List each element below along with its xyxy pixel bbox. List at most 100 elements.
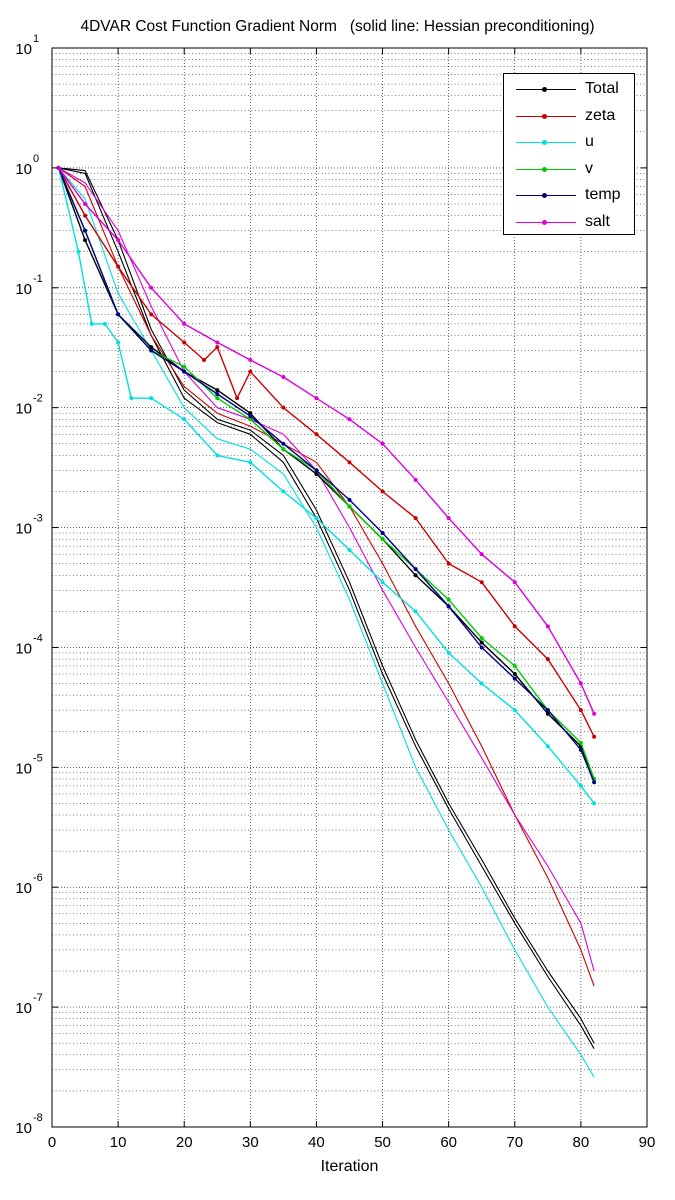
series-lines (56, 165, 597, 1078)
y-tick-base: 10 (15, 521, 32, 538)
data-point-temp (116, 312, 121, 317)
y-tick-base: 10 (15, 760, 32, 777)
data-point-u (545, 744, 550, 749)
data-point-temp (380, 531, 385, 536)
data-point-salt (248, 357, 253, 362)
x-tick-label: 80 (573, 1134, 590, 1151)
series-line-solid-7 (58, 167, 595, 1044)
legend-item-temp: temp (504, 182, 636, 208)
data-point-total (512, 672, 517, 677)
data-point-salt (545, 624, 550, 629)
data-point-v (512, 664, 517, 669)
data-point-zeta (215, 345, 220, 350)
data-point-total (545, 711, 550, 716)
series-line-zeta (57, 167, 595, 738)
data-point-u (248, 460, 253, 465)
y-tick-base: 10 (15, 1000, 32, 1017)
data-point-temp (512, 676, 517, 681)
y-tick-exponent: -4 (33, 632, 43, 644)
legend-label: zeta (585, 106, 616, 124)
y-tick-exponent: -5 (33, 752, 43, 764)
y-tick-base: 10 (15, 401, 32, 418)
legend-label: v (585, 159, 593, 177)
series-line-u (57, 167, 595, 804)
data-point-u (182, 417, 187, 422)
data-point-u (129, 396, 134, 401)
series-line-temp (57, 167, 595, 783)
y-tick-exponent: -1 (33, 273, 43, 285)
data-point-total (479, 640, 484, 645)
data-point-salt (83, 201, 88, 206)
y-tick-label: 10-7 (15, 992, 42, 1017)
data-point-zeta (413, 516, 418, 521)
data-point-temp (347, 497, 352, 502)
data-point-zeta (347, 460, 352, 465)
data-point-zeta (116, 264, 121, 269)
legend-swatch-marker (542, 166, 547, 172)
y-tick-exponent: 1 (33, 33, 39, 45)
y-tick-exponent: -8 (33, 1112, 43, 1124)
data-point-v (446, 597, 451, 602)
y-tick-label: 10-3 (15, 513, 42, 538)
y-tick-base: 10 (15, 640, 32, 657)
series-line-salt (58, 167, 595, 714)
legend-swatch-marker (542, 193, 547, 198)
series-line-solid-8 (58, 167, 595, 987)
data-point-salt (56, 165, 61, 170)
data-point-zeta (314, 432, 319, 437)
data-point-u (314, 516, 319, 521)
y-tick-exponent: -2 (33, 393, 43, 405)
y-tick-label: 10-5 (15, 752, 42, 777)
data-point-total (248, 411, 253, 416)
y-tick-base: 10 (15, 1120, 32, 1137)
data-point-v (281, 447, 286, 452)
series-line-solid-10 (58, 167, 595, 972)
data-point-total (83, 238, 88, 243)
data-point-temp (215, 392, 220, 397)
data-point-temp (446, 604, 451, 609)
legend-item-total: Total (504, 76, 636, 102)
x-tick-labels: 0 10 20 30 40 50 60 70 80 90 (48, 1134, 656, 1151)
data-point-v (380, 537, 385, 542)
data-point-temp (182, 369, 187, 374)
data-point-u (578, 783, 583, 788)
data-point-zeta (479, 580, 484, 585)
y-tick-base: 10 (15, 880, 32, 897)
data-point-total (413, 573, 418, 578)
legend: Total zeta u v temp salt (503, 73, 635, 235)
x-tick-label: 70 (506, 1134, 523, 1151)
axes-box (51, 47, 648, 1128)
data-point-temp (314, 468, 319, 473)
data-point-u (380, 580, 385, 585)
data-point-u (413, 609, 418, 614)
legend-label: Total (585, 80, 619, 97)
x-tick-label: 10 (110, 1134, 127, 1151)
data-point-zeta (235, 396, 240, 401)
x-tick-label: 40 (308, 1134, 325, 1151)
data-point-temp (83, 228, 88, 233)
data-point-salt (578, 681, 583, 686)
legend-swatch-marker (542, 87, 547, 92)
y-tick-exponent: -6 (33, 872, 43, 884)
data-point-u (281, 489, 286, 494)
legend-item-u: u (504, 129, 636, 155)
data-point-u (347, 547, 352, 552)
data-point-zeta (182, 340, 187, 345)
data-point-temp (479, 645, 484, 650)
data-point-u (149, 396, 154, 401)
data-point-salt (592, 711, 597, 716)
data-point-salt (215, 340, 220, 345)
y-tick-base: 10 (15, 281, 32, 298)
data-point-temp (545, 708, 550, 713)
data-point-u (446, 650, 451, 655)
data-point-salt (347, 417, 352, 422)
y-tick-label: 10-2 (15, 393, 42, 418)
data-point-total (149, 345, 154, 350)
data-point-salt (413, 477, 418, 482)
data-point-salt (116, 238, 121, 243)
data-point-u (76, 249, 81, 254)
y-tick-base: 10 (15, 161, 32, 178)
legend-label: temp (585, 186, 621, 203)
data-point-zeta (149, 312, 154, 317)
